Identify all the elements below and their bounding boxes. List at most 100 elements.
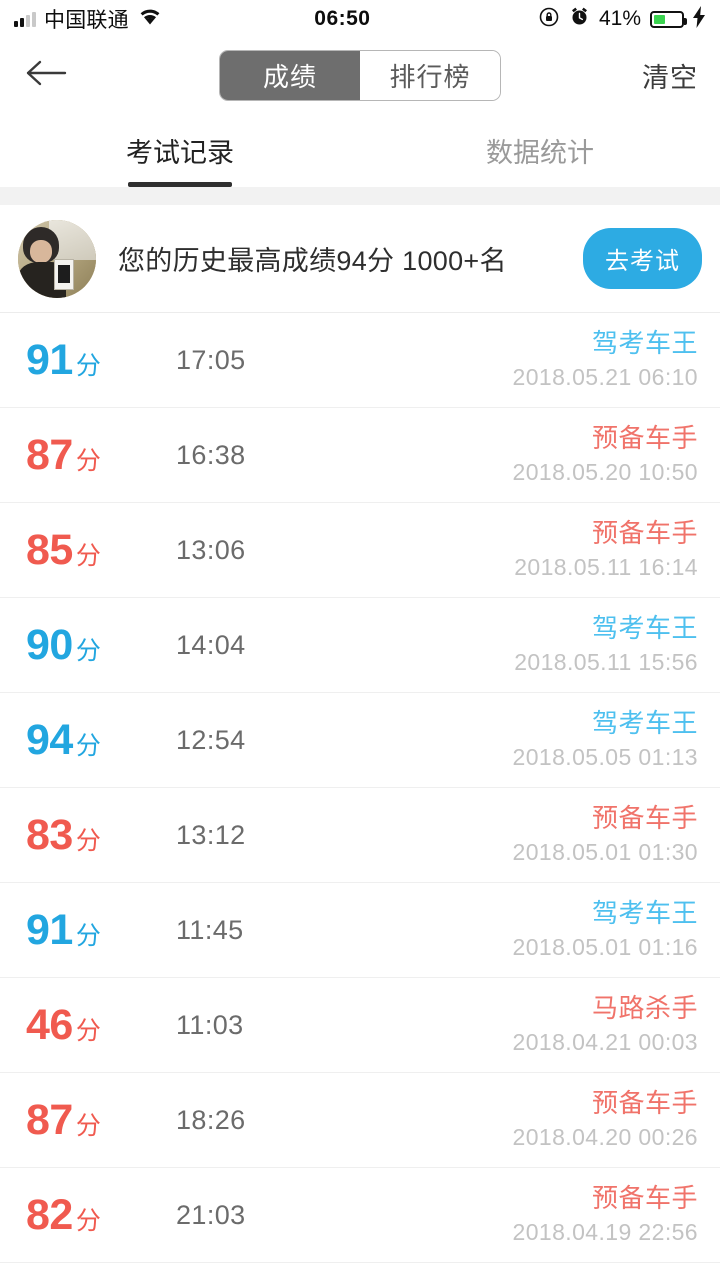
- score-value: 90 分: [26, 621, 176, 670]
- score-number: 94: [26, 715, 73, 764]
- rank-badge: 驾考车王: [591, 707, 698, 738]
- segment-scores[interactable]: 成绩: [220, 51, 360, 100]
- record-meta: 预备车手 2018.05.11 16:14: [514, 517, 698, 582]
- timestamp-label: 2018.05.01 01:16: [512, 934, 698, 961]
- record-meta: 预备车手 2018.04.19 22:56: [512, 1182, 698, 1247]
- score-number: 83: [26, 810, 73, 859]
- score-value: 85 分: [26, 526, 176, 575]
- score-unit: 分: [75, 541, 101, 570]
- clear-button[interactable]: 清空: [642, 63, 698, 93]
- record-meta: 驾考车王 2018.05.01 01:16: [512, 897, 698, 962]
- timestamp-label: 2018.04.21 00:03: [512, 1029, 698, 1056]
- clock-label: 06:50: [314, 7, 371, 30]
- wifi-icon: [137, 7, 163, 31]
- score-unit: 分: [75, 1111, 101, 1140]
- table-row[interactable]: 90 分 14:04 驾考车王 2018.05.11 15:56: [0, 598, 720, 693]
- rank-badge: 驾考车王: [591, 327, 698, 358]
- score-unit: 分: [75, 351, 101, 380]
- record-meta: 驾考车王 2018.05.21 06:10: [512, 327, 698, 392]
- duration-label: 21:03: [176, 1199, 246, 1230]
- score-value: 82 分: [26, 1191, 176, 1240]
- table-row[interactable]: 87 分 18:26 预备车手 2018.04.20 00:26: [0, 1073, 720, 1168]
- battery-icon: [650, 10, 687, 28]
- rank-badge: 马路杀手: [591, 992, 698, 1023]
- table-row[interactable]: 46 分 11:03 马路杀手 2018.04.21 00:03: [0, 978, 720, 1073]
- table-row[interactable]: 83 分 13:12 预备车手 2018.05.01 01:30: [0, 788, 720, 883]
- duration-label: 13:06: [176, 534, 246, 565]
- score-unit: 分: [75, 1206, 101, 1235]
- lightning-bolt-icon: [693, 5, 706, 33]
- tab-data-statistics[interactable]: 数据统计: [486, 137, 594, 168]
- timestamp-label: 2018.05.11 16:14: [514, 554, 698, 581]
- score-number: 82: [26, 1190, 73, 1239]
- table-row[interactable]: 94 分 12:54 驾考车王 2018.05.05 01:13: [0, 693, 720, 788]
- duration-label: 11:45: [176, 914, 244, 945]
- timestamp-label: 2018.04.19 22:56: [512, 1219, 698, 1246]
- rank-badge: 驾考车王: [591, 897, 698, 928]
- timestamp-label: 2018.05.05 01:13: [512, 744, 698, 771]
- record-meta: 驾考车王 2018.05.05 01:13: [512, 707, 698, 772]
- score-value: 91 分: [26, 336, 176, 385]
- duration-label: 13:12: [176, 819, 246, 850]
- signal-bars-icon: [14, 11, 36, 27]
- table-row[interactable]: 91 分 17:05 驾考车王 2018.05.21 06:10: [0, 313, 720, 408]
- duration-label: 11:03: [176, 1009, 244, 1040]
- alarm-clock-icon: [569, 6, 590, 32]
- table-row[interactable]: 87 分 16:38 预备车手 2018.05.20 10:50: [0, 408, 720, 503]
- score-number: 91: [26, 335, 73, 384]
- carrier-label: 中国联通: [44, 9, 129, 32]
- rotation-lock-icon: [538, 6, 560, 33]
- timestamp-label: 2018.05.20 10:50: [512, 459, 698, 486]
- timestamp-label: 2018.05.11 15:56: [514, 649, 698, 676]
- score-number: 46: [26, 1000, 73, 1049]
- profile-header: 您的历史最高成绩94分 1000+名 去考试: [0, 205, 720, 313]
- score-unit: 分: [75, 921, 101, 950]
- rank-badge: 预备车手: [591, 517, 698, 548]
- score-number: 87: [26, 430, 73, 479]
- rank-badge: 预备车手: [591, 422, 698, 453]
- duration-label: 16:38: [176, 439, 246, 470]
- record-meta: 驾考车王 2018.05.11 15:56: [514, 612, 698, 677]
- timestamp-label: 2018.05.21 06:10: [512, 364, 698, 391]
- segment-leaderboard[interactable]: 排行榜: [360, 51, 500, 100]
- score-number: 87: [26, 1095, 73, 1144]
- score-unit: 分: [75, 636, 101, 665]
- score-value: 87 分: [26, 431, 176, 480]
- score-number: 90: [26, 620, 73, 669]
- go-to-exam-button[interactable]: 去考试: [583, 228, 702, 289]
- score-value: 91 分: [26, 906, 176, 955]
- table-row[interactable]: 91 分 11:45 驾考车王 2018.05.01 01:16: [0, 883, 720, 978]
- record-meta: 马路杀手 2018.04.21 00:03: [512, 992, 698, 1057]
- score-unit: 分: [75, 1016, 101, 1045]
- duration-label: 12:54: [176, 724, 246, 755]
- table-row[interactable]: 82 分 21:03 预备车手 2018.04.19 22:56: [0, 1168, 720, 1263]
- status-bar-center: 06:50: [163, 7, 538, 31]
- timestamp-label: 2018.05.01 01:30: [512, 839, 698, 866]
- duration-label: 17:05: [176, 344, 246, 375]
- tab-exam-records[interactable]: 考试记录: [0, 113, 360, 187]
- profile-summary: 您的历史最高成绩94分 1000+名: [118, 246, 507, 276]
- exam-record-list: 91 分 17:05 驾考车王 2018.05.21 06:10 87 分 16:38 预备车手…: [0, 313, 720, 1263]
- timestamp-label: 2018.04.20 00:26: [512, 1124, 698, 1151]
- back-button[interactable]: [22, 52, 70, 100]
- score-value: 94 分: [26, 716, 176, 765]
- record-meta: 预备车手 2018.05.20 10:50: [512, 422, 698, 487]
- score-value: 83 分: [26, 811, 176, 860]
- record-meta: 预备车手 2018.04.20 00:26: [512, 1087, 698, 1152]
- duration-label: 14:04: [176, 629, 246, 660]
- score-unit: 分: [75, 731, 101, 760]
- segmented-control[interactable]: 成绩 排行榜: [219, 50, 501, 101]
- score-unit: 分: [75, 446, 101, 475]
- rank-badge: 预备车手: [591, 1182, 698, 1213]
- status-bar-right: 41%: [538, 5, 706, 33]
- score-value: 87 分: [26, 1096, 176, 1145]
- table-row[interactable]: 85 分 13:06 预备车手 2018.05.11 16:14: [0, 503, 720, 598]
- duration-label: 18:26: [176, 1104, 246, 1135]
- score-value: 46 分: [26, 1001, 176, 1050]
- rank-badge: 预备车手: [591, 1087, 698, 1118]
- section-divider: [0, 187, 720, 205]
- rank-badge: 驾考车王: [591, 612, 698, 643]
- score-unit: 分: [75, 826, 101, 855]
- avatar[interactable]: [18, 219, 96, 298]
- back-arrow-icon: [25, 58, 67, 93]
